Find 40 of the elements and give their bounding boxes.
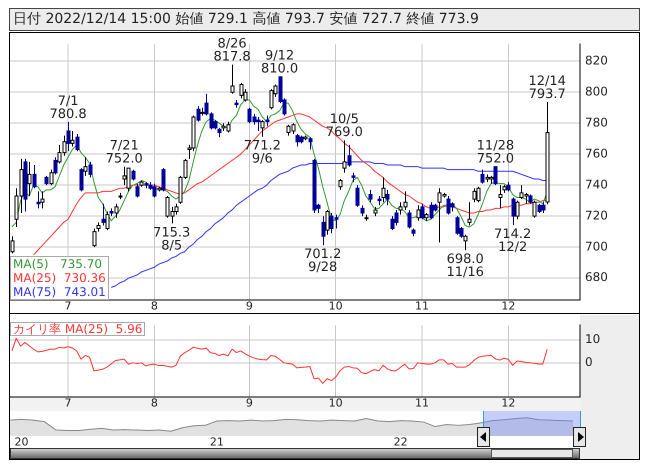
x-tick-label: 11 bbox=[415, 299, 430, 312]
x-tick-label: 12 bbox=[501, 299, 516, 312]
chart-title: 日付 2022/12/14 15:00 始値 729.1 高値 793.7 安値 727.7 終値 773.9 bbox=[9, 8, 640, 31]
annotation: 9/12 810.0 bbox=[260, 48, 298, 77]
x-tick-label: 9 bbox=[246, 299, 253, 312]
x-tick-label: 10 bbox=[328, 299, 343, 312]
text: MA(5) 735.70 bbox=[13, 256, 103, 271]
y-tick-label: 800 bbox=[585, 84, 608, 98]
annotation: 7/21 752.0 bbox=[106, 138, 143, 167]
x-tick-label: 22 bbox=[394, 435, 408, 448]
y-tick-label: 680 bbox=[585, 270, 608, 284]
x-tick-label: 7 bbox=[64, 299, 72, 312]
annotation: 7/1 780.8 bbox=[49, 94, 87, 122]
x-tick-label: 11 bbox=[415, 396, 430, 410]
y-tick-label: 740 bbox=[585, 177, 608, 192]
y-tick-label: 760 bbox=[585, 146, 608, 160]
annotation: 714.2 12/2 bbox=[494, 227, 532, 256]
series-label: MA(75) 743.01 bbox=[13, 284, 106, 299]
x-tick-label: 21 bbox=[210, 435, 224, 448]
y-tick-label: 0 bbox=[585, 354, 593, 369]
annotation: 701.2 9/28 bbox=[304, 247, 342, 276]
text: MA(25) 730.36 bbox=[13, 270, 106, 285]
annotation: 715.3 8/5 bbox=[153, 225, 190, 254]
series-label: カイリ率 MA(25) 5.96 bbox=[13, 322, 142, 336]
x-tick-label: 12 bbox=[501, 396, 516, 410]
x-tick-label: 20 bbox=[14, 435, 28, 448]
x-tick-label: 8 bbox=[150, 396, 158, 410]
x-tick-label: 10 bbox=[328, 396, 343, 410]
x-tick-label: 7 bbox=[64, 396, 72, 410]
x-tick-label: 9 bbox=[246, 396, 253, 410]
x-tick-label: 8 bbox=[150, 299, 158, 312]
annotation: 12/14 793.7 bbox=[528, 74, 566, 102]
annotation: 11/28 752.0 bbox=[476, 138, 514, 167]
annotation: 698.0 11/16 bbox=[446, 252, 484, 280]
y-tick-label: 780 bbox=[585, 115, 608, 130]
y-tick-label: 10 bbox=[585, 332, 600, 346]
y-tick-label: 720 bbox=[585, 208, 608, 222]
y-tick-label: 820 bbox=[585, 53, 608, 68]
annotation: 8/26 817.8 bbox=[213, 36, 251, 65]
y-tick-label: 700 bbox=[585, 239, 608, 254]
